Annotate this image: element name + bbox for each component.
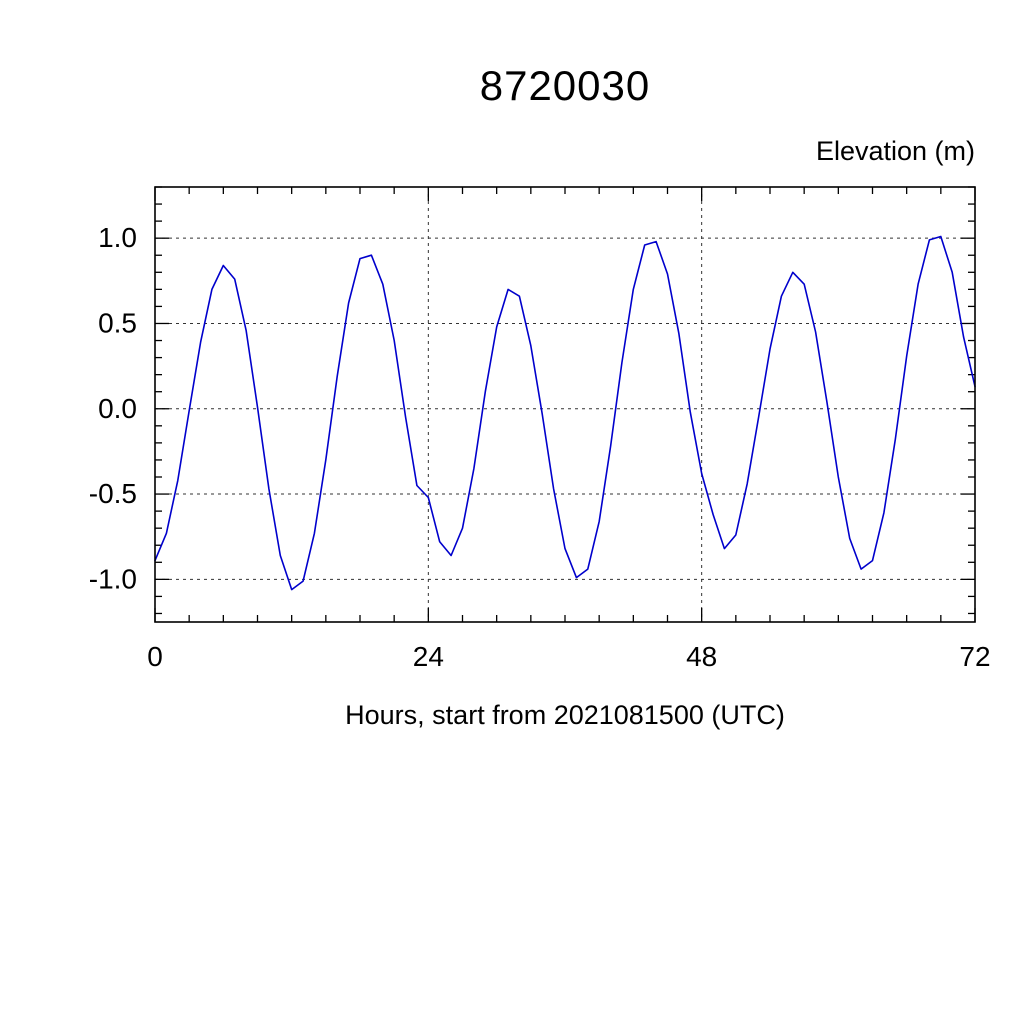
x-tick-label: 72 xyxy=(959,641,990,672)
tide-elevation-line xyxy=(154,235,976,591)
y-tick-label: 1.0 xyxy=(98,222,137,253)
x-tick-label: 0 xyxy=(147,641,163,672)
chart-title: 8720030 xyxy=(479,62,651,109)
y-tick-label: 0.0 xyxy=(98,393,137,424)
y-tick-label: -1.0 xyxy=(89,563,137,594)
y-axis-unit-label: Elevation (m) xyxy=(815,136,975,166)
x-axis-label: Hours, start from 2021081500 (UTC) xyxy=(345,700,785,730)
y-tick-label: 0.5 xyxy=(98,307,137,338)
y-tick-label: -0.5 xyxy=(89,478,137,509)
plot-frame xyxy=(154,186,976,623)
x-tick-label: 24 xyxy=(413,641,444,672)
x-tick-label: 48 xyxy=(686,641,717,672)
